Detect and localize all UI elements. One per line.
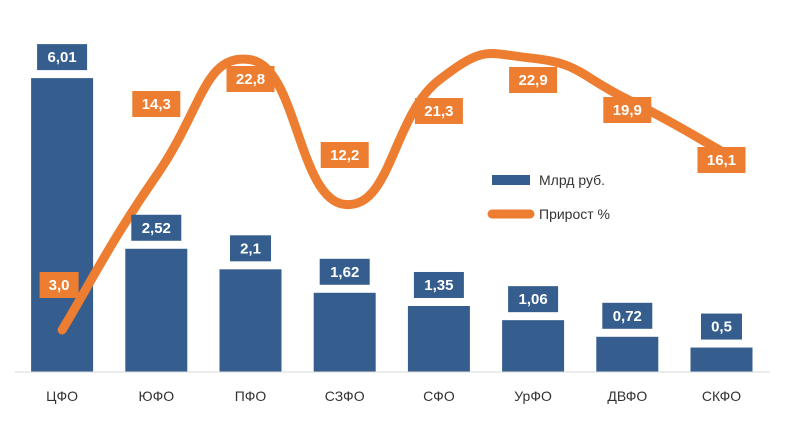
bar-label-7: 0,72	[613, 308, 642, 325]
line-label-7: 19,9	[613, 102, 642, 119]
bar-label-box-3	[230, 235, 271, 262]
line-label-box-2	[132, 91, 181, 117]
legend: Млрд руб. Прирост %	[487, 172, 610, 222]
category-label-3: ПФО	[235, 388, 267, 404]
bar-7	[596, 336, 659, 372]
category-axis: ЦФО ЮФО ПФО СЗФО СФО УрФО ДВФО СКФО	[46, 388, 741, 404]
bar-5	[407, 305, 470, 372]
bar-4	[313, 292, 376, 372]
legend-label-bar: Млрд руб.	[539, 172, 605, 188]
bar-label-box-8	[701, 313, 742, 340]
bar-label-4: 1,62	[330, 264, 359, 281]
category-label-8: СКФО	[702, 388, 741, 404]
bar-label-box-1	[37, 44, 88, 71]
line-label-box-7	[603, 97, 652, 123]
bar-label-5: 1,35	[424, 277, 453, 294]
category-label-1: ЦФО	[46, 388, 78, 404]
legend-label-line: Прирост %	[539, 206, 610, 222]
category-label-4: СЗФО	[325, 388, 365, 404]
line-label-6: 22,9	[518, 72, 547, 89]
line-label-2: 14,3	[142, 96, 171, 113]
bar-2	[125, 248, 188, 372]
line-data-labels: 3,0 14,3 22,8 12,2 21,3 22,9 19,9 16,1	[39, 66, 746, 298]
line-label-3: 22,8	[236, 71, 265, 88]
line-label-box-4	[320, 142, 369, 168]
legend-swatch-bar	[492, 175, 530, 185]
bar-label-3: 2,1	[240, 240, 261, 257]
bar-3	[219, 269, 282, 372]
category-label-6: УрФО	[514, 388, 552, 404]
bar-label-box-4	[319, 258, 370, 285]
bar-6	[502, 320, 565, 372]
category-label-5: СФО	[423, 388, 455, 404]
bar-label-1: 6,01	[47, 49, 76, 66]
category-label-7: ДВФО	[607, 388, 647, 404]
line-label-box-5	[414, 98, 463, 124]
category-label-2: ЮФО	[138, 388, 174, 404]
bar-label-2: 2,52	[142, 220, 171, 237]
line-label-box-8	[697, 147, 746, 173]
bar-label-box-5	[413, 271, 464, 298]
bar-label-6: 1,06	[518, 291, 547, 308]
bar-label-8: 0,5	[711, 319, 732, 336]
bar-8	[690, 347, 753, 372]
bar-data-labels: 6,01 2,52 2,1 1,62 1,35 1,06 0,72 0,5	[37, 44, 742, 340]
line-label-1: 3,0	[49, 277, 70, 294]
bar-label-box-6	[508, 286, 559, 313]
line-label-5: 21,3	[424, 103, 453, 120]
bar-label-box-2	[131, 214, 182, 241]
line-label-box-3	[226, 66, 275, 92]
bar-series	[31, 78, 753, 373]
line-label-4: 12,2	[330, 147, 359, 164]
line-label-box-1	[39, 272, 79, 298]
line-label-8: 16,1	[707, 152, 736, 169]
bar-label-box-7	[602, 302, 653, 329]
growth-line	[57, 49, 726, 335]
line-label-box-6	[509, 67, 558, 93]
